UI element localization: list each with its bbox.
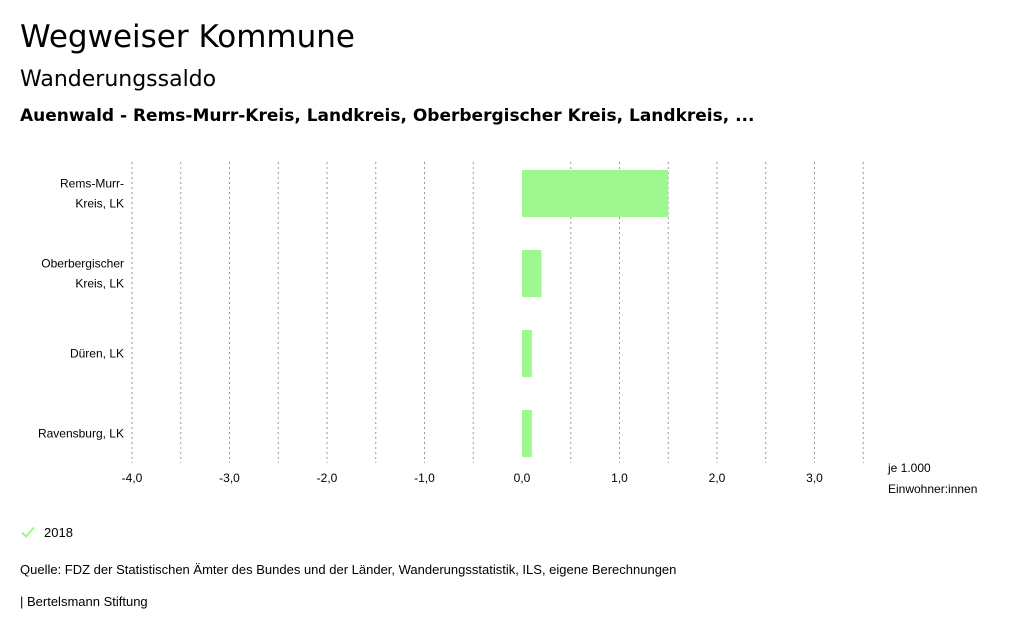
legend-label: 2018 — [44, 524, 73, 540]
x-tick-label: 3,0 — [806, 471, 823, 485]
page-title: Wegweiser Kommune — [20, 19, 355, 55]
region-selection: Auenwald - Rems-Murr-Kreis, Landkreis, O… — [20, 106, 755, 126]
category-label: Oberbergischer Kreis, LK — [41, 257, 124, 291]
checkmark-icon — [21, 526, 35, 538]
credit-note: | Bertelsmann Stiftung — [20, 594, 148, 609]
bar-2018-2 — [522, 330, 532, 377]
x-tick-label: -2,0 — [317, 471, 338, 485]
category-label: Düren, LK — [70, 347, 124, 361]
x-tick-label: -1,0 — [414, 471, 435, 485]
x-tick-label: 0,0 — [514, 471, 531, 485]
chart-subtitle: Wanderungssaldo — [20, 67, 217, 92]
bar-2018-1 — [522, 250, 542, 297]
category-label: Ravensburg, LK — [38, 427, 124, 441]
category-label: Rems-Murr-Kreis, LK — [60, 177, 124, 211]
x-tick-label: -3,0 — [219, 471, 240, 485]
x-tick-label: 2,0 — [709, 471, 726, 485]
bar-2018-0 — [522, 170, 669, 217]
bar-2018-3 — [522, 410, 532, 457]
x-tick-label: -4,0 — [122, 471, 143, 485]
bar-chart: Rems-Murr-Kreis, LK Oberbergischer Kreis, … — [38, 162, 977, 496]
legend-item-2018[interactable]: 2018 — [20, 522, 73, 542]
x-tick-label: 1,0 — [611, 471, 628, 485]
source-note: Quelle: FDZ der Statistischen Ämter des … — [20, 562, 677, 577]
x-axis-unit-label: je 1.000 Einwohner:innen — [887, 461, 977, 496]
